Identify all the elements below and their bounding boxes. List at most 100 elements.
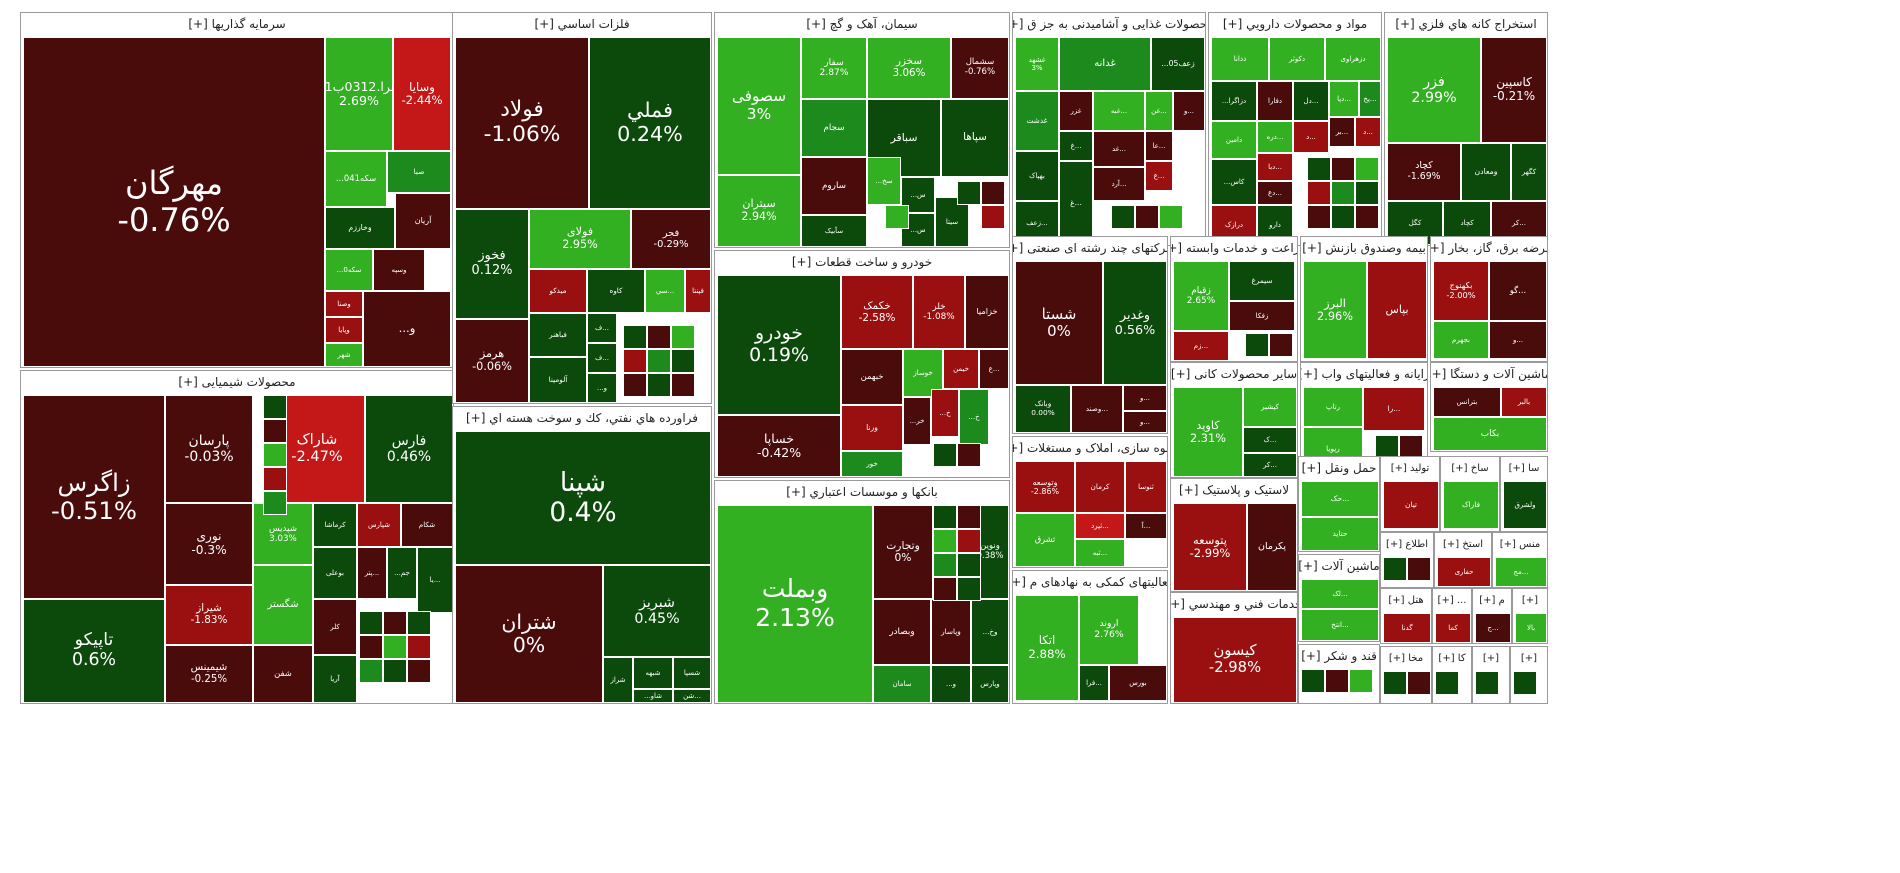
sector-header[interactable]: انبوه سازی، املاک و مستغلات [+]	[1013, 437, 1167, 459]
stock-tile[interactable]: شبهه	[633, 657, 673, 689]
stock-tile[interactable]: اروند 2.76%	[1079, 595, 1139, 665]
sector-header[interactable]: [+]	[1473, 647, 1509, 669]
sector-header[interactable]: هتل [+]	[1381, 589, 1431, 611]
minor-stock-tile[interactable]	[1307, 205, 1331, 229]
stock-tile[interactable]: فپنتا	[685, 269, 711, 313]
stock-tile[interactable]: ...و	[1123, 385, 1167, 411]
minor-stock-tile[interactable]	[359, 611, 383, 635]
stock-tile[interactable]: خلر -1.08%	[913, 275, 965, 349]
minor-stock-tile[interactable]	[957, 529, 981, 553]
stock-tile[interactable]: آلومينا	[529, 357, 587, 403]
sector-header[interactable]: [+]	[1511, 647, 1547, 669]
stock-tile[interactable]: ساروم	[801, 157, 867, 215]
stock-tile[interactable]: سآبیک	[801, 215, 867, 247]
minor-stock-tile[interactable]	[1399, 435, 1423, 459]
stock-tile[interactable]: ...انتخ	[1301, 609, 1379, 641]
minor-stock-tile[interactable]	[933, 529, 957, 553]
sector-header[interactable]: شرکتهای چند رشته ای صنعتی [+]	[1013, 237, 1167, 259]
stock-tile[interactable]: وتوسعه -2.86%	[1015, 461, 1075, 513]
stock-tile[interactable]: کپشیر	[1243, 387, 1297, 427]
stock-tile[interactable]: بپاس	[1367, 261, 1427, 359]
sector-header[interactable]: ... [+]	[1433, 589, 1471, 611]
stock-tile[interactable]: ...غن	[1145, 91, 1173, 131]
minor-stock-tile[interactable]	[383, 611, 407, 635]
minor-stock-tile[interactable]	[263, 419, 287, 443]
minor-stock-tile[interactable]	[933, 577, 957, 601]
stock-tile[interactable]: فجر -0.29%	[631, 209, 711, 269]
minor-stock-tile[interactable]	[263, 467, 287, 491]
stock-tile[interactable]: گدنا	[1383, 613, 1431, 643]
minor-stock-tile[interactable]	[1349, 669, 1373, 693]
minor-stock-tile[interactable]	[671, 325, 695, 349]
stock-tile[interactable]: بجهرم	[1433, 321, 1489, 359]
sector-header[interactable]: استخ [+]	[1435, 533, 1491, 555]
minor-stock-tile[interactable]	[957, 181, 981, 205]
sector-header[interactable]: بیمه وصندوق بازنش [+]	[1301, 237, 1427, 259]
stock-tile[interactable]: اتکا 2.88%	[1015, 595, 1079, 701]
stock-tile[interactable]: وخارزم	[325, 207, 395, 249]
minor-stock-tile[interactable]	[1407, 671, 1431, 695]
stock-tile[interactable]: ...و	[1123, 411, 1167, 433]
stock-tile[interactable]: دزاگرا...	[1211, 81, 1257, 121]
stock-tile[interactable]: وسایا -2.44%	[393, 37, 451, 151]
stock-tile[interactable]: ...فرا	[1079, 665, 1109, 701]
sector-header[interactable]: مخا [+]	[1381, 647, 1431, 669]
stock-tile[interactable]: ...سي	[645, 269, 685, 313]
sector-header[interactable]: ماشین آلات [+]	[1299, 555, 1379, 577]
stock-tile[interactable]: سفار 2.87%	[801, 37, 867, 99]
stock-tile[interactable]: کاس...	[1211, 159, 1257, 205]
stock-tile[interactable]: دزهراوی	[1325, 37, 1381, 81]
stock-tile[interactable]: سامان	[873, 665, 931, 703]
sector-header[interactable]: فلزات اساسي [+]	[453, 13, 711, 35]
stock-tile[interactable]: ...دع	[1257, 181, 1293, 205]
minor-stock-tile[interactable]	[1513, 671, 1537, 695]
stock-tile[interactable]: وغدیر 0.56%	[1103, 261, 1167, 385]
stock-tile[interactable]: کرمان	[1075, 461, 1125, 513]
stock-tile[interactable]: کاوه	[587, 269, 645, 313]
stock-tile[interactable]: غدانه	[1059, 37, 1151, 91]
stock-tile[interactable]: فملي 0.24%	[589, 37, 711, 209]
stock-tile[interactable]: ...دبا	[1257, 153, 1293, 181]
stock-tile[interactable]: وصنا	[325, 291, 363, 317]
stock-tile[interactable]: وبانک 0.00%	[1015, 385, 1071, 433]
stock-tile[interactable]: شفن	[253, 645, 313, 703]
stock-tile[interactable]: خور	[841, 451, 903, 477]
stock-tile[interactable]: فزر 2.99%	[1387, 37, 1481, 143]
stock-tile[interactable]: ...آ	[1125, 513, 1167, 539]
minor-stock-tile[interactable]	[383, 635, 407, 659]
minor-stock-tile[interactable]	[1355, 157, 1379, 181]
stock-tile[interactable]: بالبر	[1501, 387, 1547, 417]
stock-tile[interactable]: سيتا	[935, 197, 969, 247]
stock-tile[interactable]: هرمز -0.06%	[455, 319, 529, 403]
sector-header[interactable]: م [+]	[1473, 589, 1511, 611]
stock-tile[interactable]: ...پخ	[1359, 81, 1381, 117]
stock-tile[interactable]: دامين	[1211, 121, 1257, 159]
stock-tile[interactable]: فاراک	[1443, 481, 1499, 529]
stock-tile[interactable]: نوری -0.3%	[165, 503, 253, 585]
stock-tile[interactable]: کرماشا	[313, 503, 357, 547]
minor-stock-tile[interactable]	[407, 611, 431, 635]
stock-tile[interactable]: شپنا 0.4%	[455, 431, 711, 565]
sector-header[interactable]: استخراج كانه هاي فلزي [+]	[1385, 13, 1547, 35]
minor-stock-tile[interactable]	[1307, 181, 1331, 205]
stock-tile[interactable]: بترانس	[1433, 387, 1501, 417]
sector-header[interactable]: [+]	[1513, 589, 1547, 611]
sector-header[interactable]: منس [+]	[1493, 533, 1547, 555]
stock-tile[interactable]: و...	[931, 665, 971, 703]
minor-stock-tile[interactable]	[1269, 333, 1293, 357]
stock-tile[interactable]: بهپاک	[1015, 151, 1059, 201]
stock-tile[interactable]: ...غد	[1093, 131, 1145, 167]
stock-tile[interactable]: سکه041...	[325, 151, 387, 207]
stock-tile[interactable]: ...وصند	[1071, 385, 1123, 433]
stock-tile[interactable]: سخ...	[867, 157, 901, 205]
stock-tile[interactable]: غدشت	[1015, 91, 1059, 151]
minor-stock-tile[interactable]	[407, 659, 431, 683]
stock-tile[interactable]: خ...	[959, 389, 989, 445]
stock-tile[interactable]: ورنا	[841, 405, 903, 451]
stock-tile[interactable]: ولشرق	[1503, 481, 1547, 529]
sector-header[interactable]: بانكها و موسسات اعتباري [+]	[715, 481, 1009, 503]
sector-header[interactable]: ماشین آلات و دستگا [+]	[1431, 363, 1547, 385]
stock-tile[interactable]: وبملت 2.13%	[717, 505, 873, 703]
stock-tile[interactable]: کگهر	[1511, 143, 1547, 201]
stock-tile[interactable]: شراز	[603, 657, 633, 703]
